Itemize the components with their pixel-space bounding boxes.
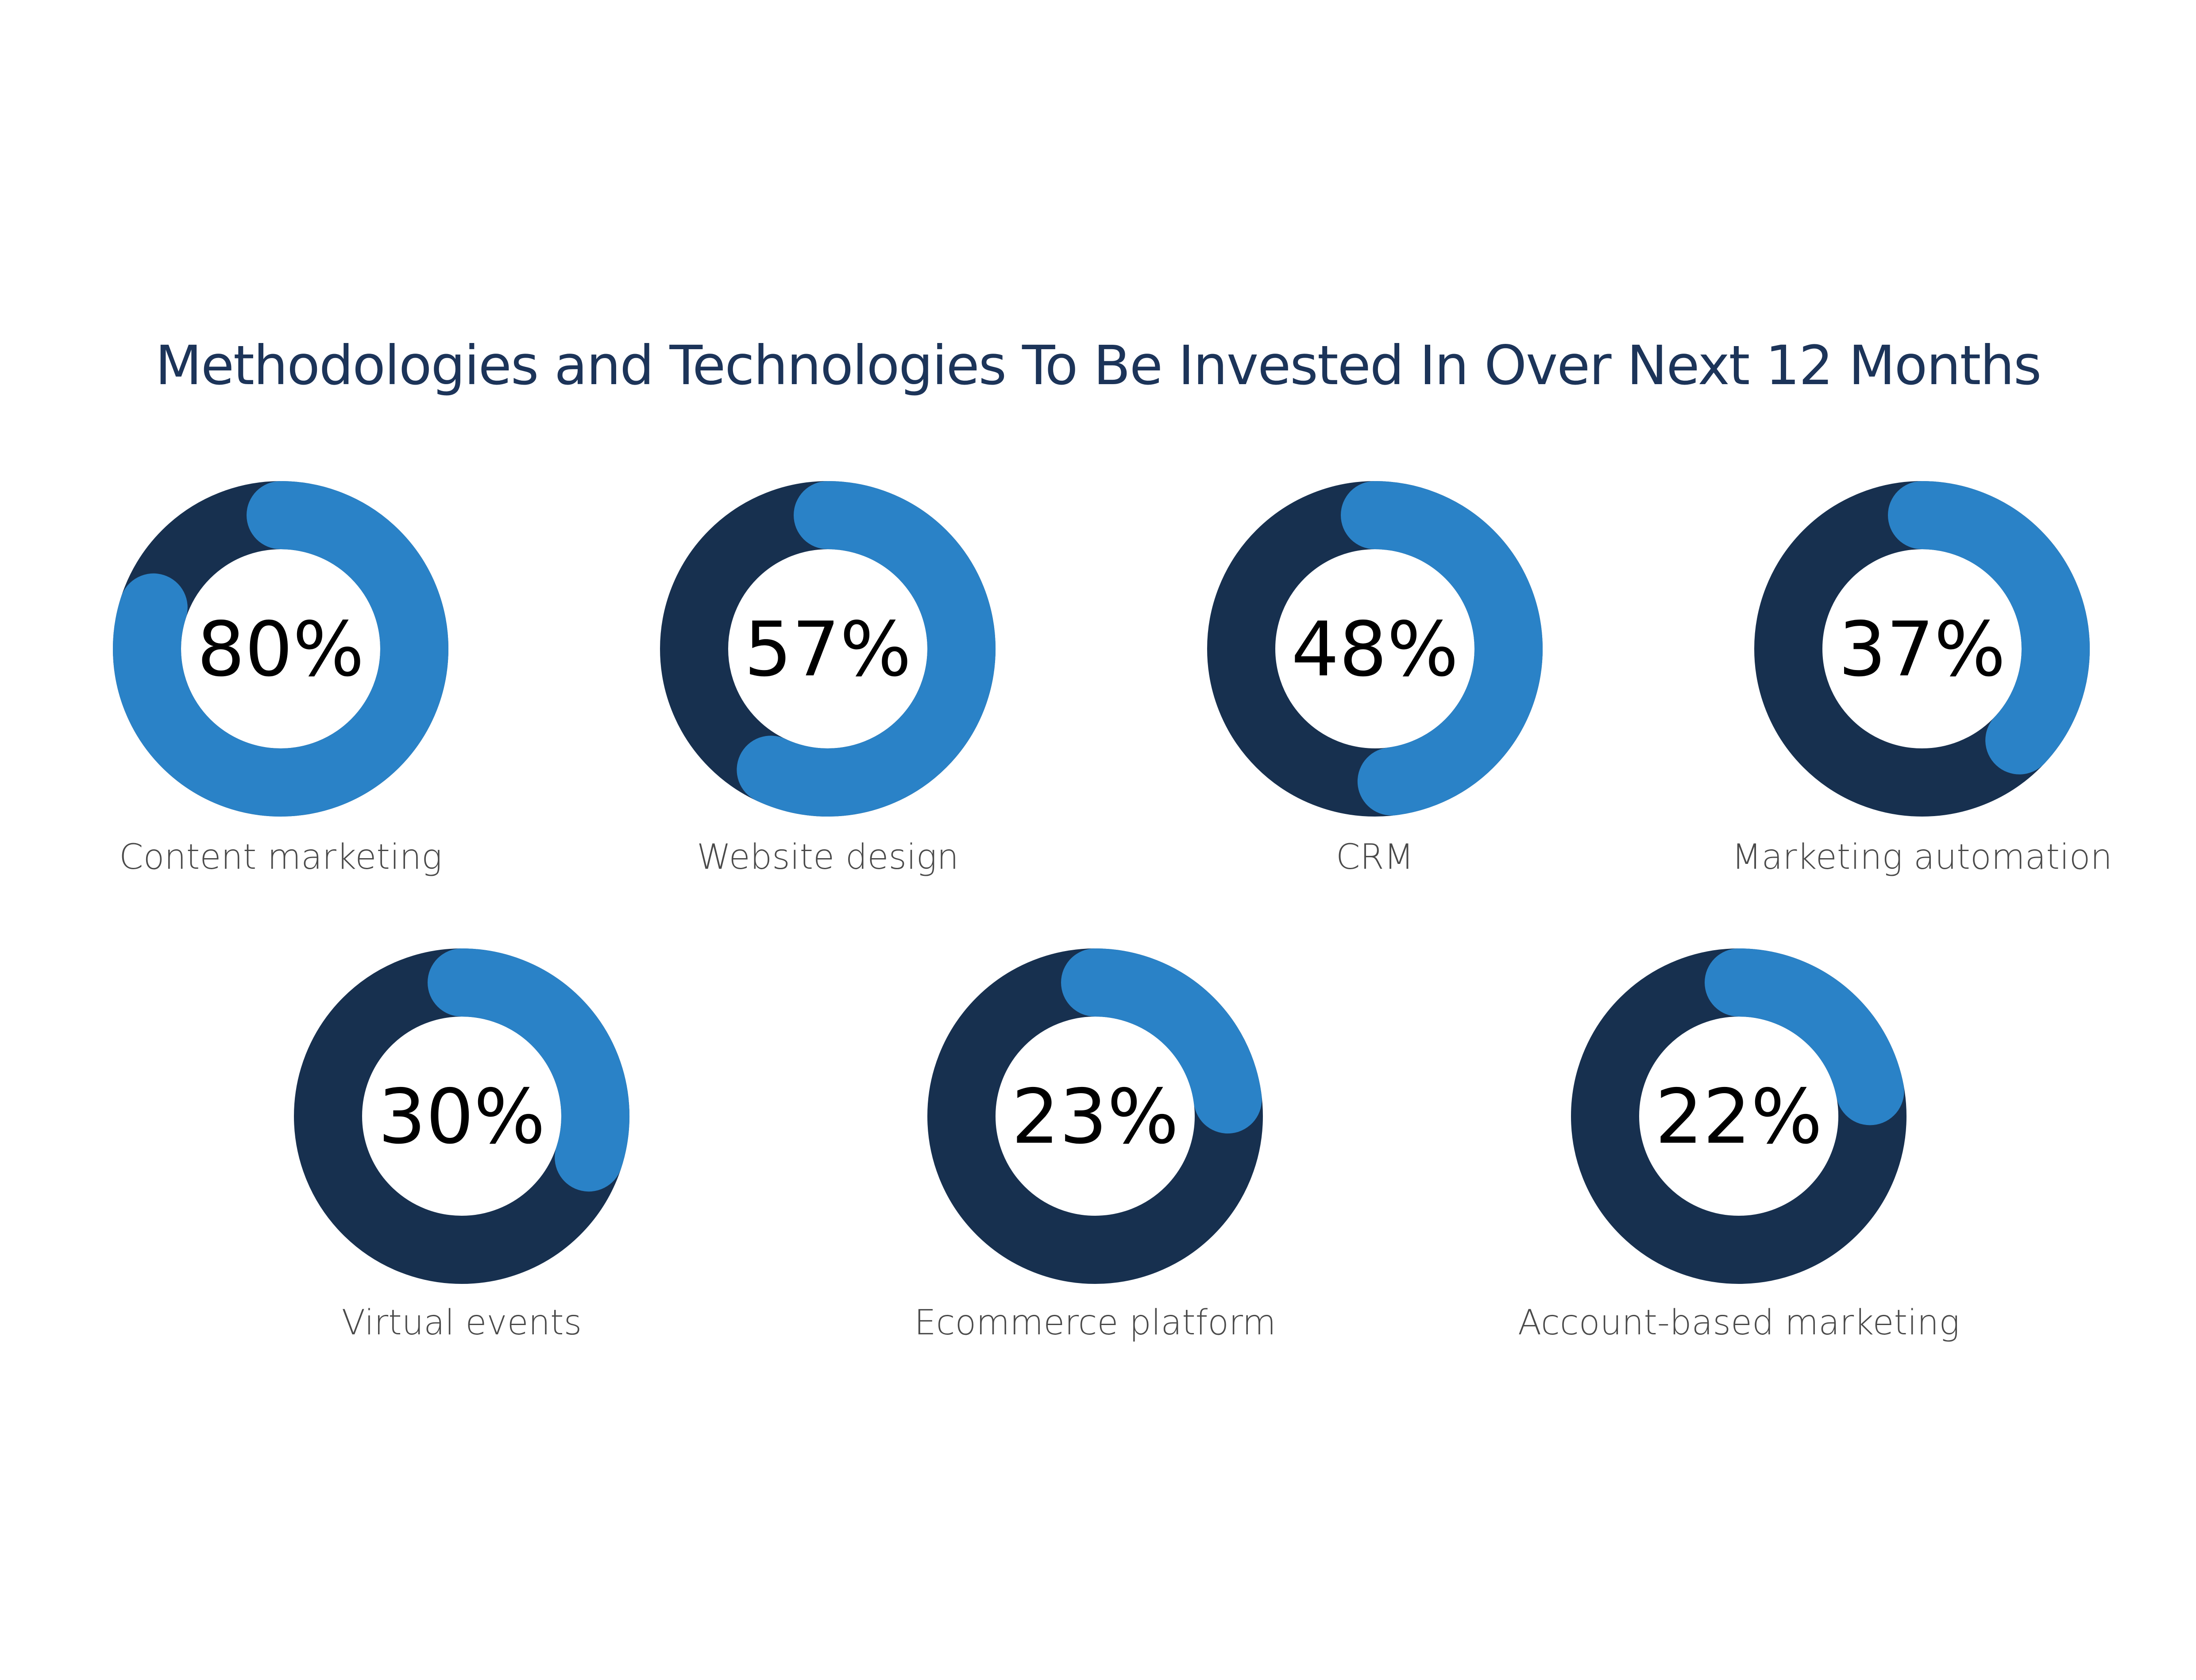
donut-value-arc [1061,948,1262,1134]
donut-category-label: Account-based marketing [1518,1303,1960,1343]
donut-value-label: 23% [1011,1073,1179,1161]
donut-value-label: 22% [1655,1073,1822,1161]
donut-2: 48% CRM [1207,481,1543,877]
donut-category-label: Ecommerce platform [914,1303,1276,1343]
donut-category-label: Content marketing [119,837,442,877]
donut-value-arc [113,481,448,817]
donut-value-arc [1341,481,1543,816]
donut-category-label: Virtual events [342,1303,582,1343]
donut-value-label: 37% [1838,606,2006,694]
donut-value-arc [1705,948,1904,1125]
donut-category-label: CRM [1336,837,1414,877]
donut-4: 30% Virtual events [294,948,629,1343]
chart-title: Methodologies and Technologies To Be Inv… [155,334,2042,397]
donut-category-label: Marketing automation [1732,837,2112,877]
donut-value-label: 57% [744,606,911,694]
donut-value-label: 80% [197,606,364,694]
donut-1: 57% Website design [660,481,996,877]
donut-6: 22% Account-based marketing [1518,948,1960,1343]
donut-value-label: 48% [1291,606,1459,694]
donut-value-arc [428,948,629,1192]
donut-value-arc [737,481,996,817]
donut-0: 80% Content marketing [113,481,448,877]
donut-3: 37% Marketing automation [1732,481,2112,877]
donut-value-label: 30% [378,1073,545,1161]
donut-5: 23% Ecommerce platform [914,948,1276,1343]
donut-category-label: Website design [697,837,959,877]
donut-value-arc [1888,481,2090,774]
